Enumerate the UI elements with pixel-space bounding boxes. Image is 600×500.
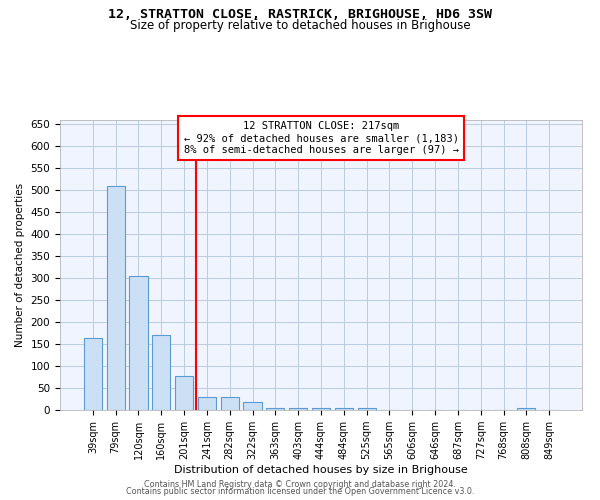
Text: 12 STRATTON CLOSE: 217sqm
← 92% of detached houses are smaller (1,183)
8% of sem: 12 STRATTON CLOSE: 217sqm ← 92% of detac… bbox=[184, 122, 458, 154]
X-axis label: Distribution of detached houses by size in Brighouse: Distribution of detached houses by size … bbox=[174, 465, 468, 475]
Text: Contains HM Land Registry data © Crown copyright and database right 2024.: Contains HM Land Registry data © Crown c… bbox=[144, 480, 456, 489]
Bar bbox=[221, 397, 239, 410]
Bar bbox=[266, 408, 284, 410]
Bar bbox=[289, 408, 307, 410]
Bar bbox=[152, 336, 170, 410]
Bar bbox=[358, 408, 376, 410]
Text: 12, STRATTON CLOSE, RASTRICK, BRIGHOUSE, HD6 3SW: 12, STRATTON CLOSE, RASTRICK, BRIGHOUSE,… bbox=[108, 8, 492, 20]
Bar bbox=[107, 186, 125, 410]
Bar bbox=[517, 408, 535, 410]
Bar bbox=[198, 397, 216, 410]
Bar bbox=[312, 408, 330, 410]
Text: Size of property relative to detached houses in Brighouse: Size of property relative to detached ho… bbox=[130, 19, 470, 32]
Bar bbox=[244, 402, 262, 410]
Bar bbox=[130, 276, 148, 410]
Bar bbox=[84, 338, 102, 410]
Bar bbox=[175, 376, 193, 410]
Bar bbox=[335, 408, 353, 410]
Y-axis label: Number of detached properties: Number of detached properties bbox=[15, 183, 25, 347]
Text: Contains public sector information licensed under the Open Government Licence v3: Contains public sector information licen… bbox=[126, 488, 474, 496]
